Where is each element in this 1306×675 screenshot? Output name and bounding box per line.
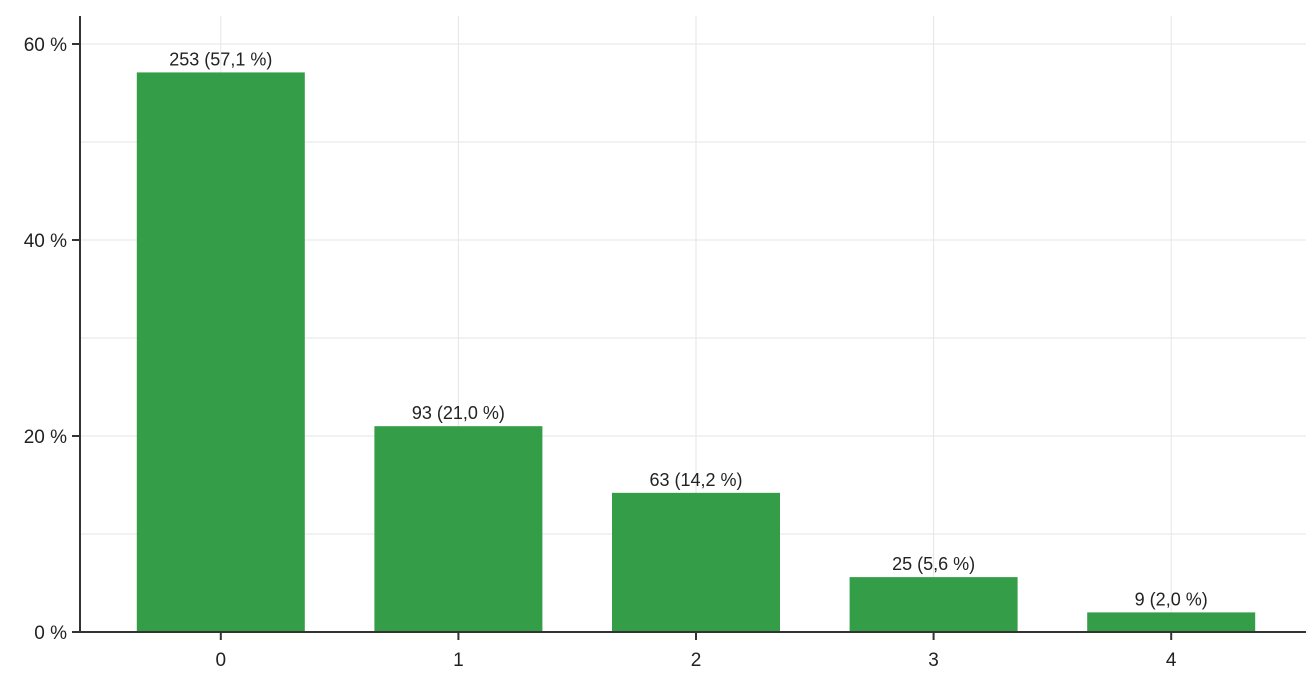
y-tick-label: 40 % [24,231,67,252]
bar [136,72,305,633]
axes [72,16,1306,640]
bar [1087,612,1256,632]
bar [374,426,543,632]
bar-data-label: 9 (2,0 %) [1135,589,1208,609]
bars [136,72,1256,633]
x-tick-label: 0 [216,650,227,671]
bar [849,577,1018,632]
y-tick-label: 20 % [24,427,67,448]
x-tick-label: 1 [453,650,464,671]
bar-data-label: 93 (21,0 %) [412,403,505,423]
x-tick-label: 2 [691,650,702,671]
bar [612,492,780,632]
bar-data-label: 63 (14,2 %) [649,470,742,490]
bar-data-label: 253 (57,1 %) [169,49,272,69]
x-tick-label: 3 [928,650,939,671]
y-tick-label: 0 % [34,623,67,644]
x-tick-label: 4 [1166,650,1177,671]
y-tick-label: 60 % [24,35,67,56]
labels: 0 % 20 % 40 % 60 % 253 (57,1 %) 0 93 (21,0 %) 1… [24,35,1208,671]
bar-data-label: 25 (5,6 %) [892,554,975,574]
